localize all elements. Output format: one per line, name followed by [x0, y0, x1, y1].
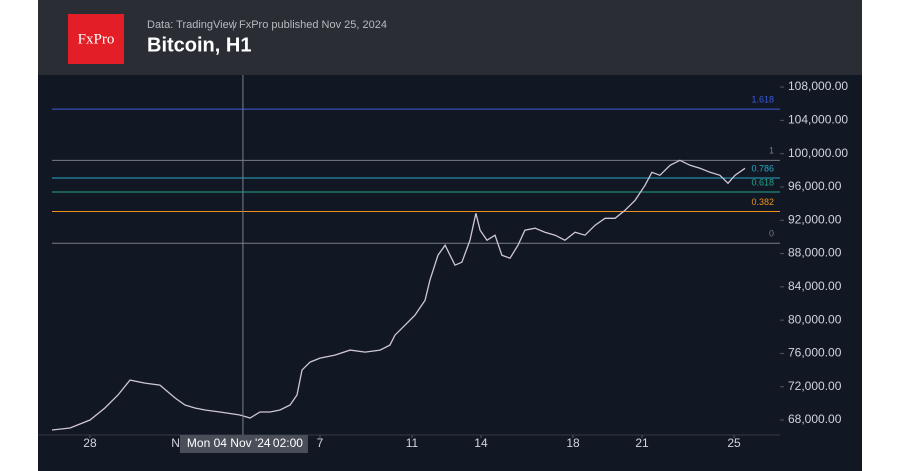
- fib-label: 0.618: [751, 177, 774, 187]
- logo-box: [68, 14, 124, 64]
- source: Data: TradingView: [147, 19, 237, 31]
- y-tick-label: 108,000.00: [788, 79, 848, 93]
- crosshair-date: Mon 04 Nov '24: [187, 436, 271, 450]
- y-tick-label: 68,000.00: [788, 412, 842, 426]
- y-tick-label: 96,000.00: [788, 179, 842, 193]
- crosshair-time: 02:00: [273, 436, 303, 450]
- fib-label: 1: [769, 146, 774, 156]
- crosshair-label-box: [179, 435, 308, 453]
- fib-label: 1.618: [751, 94, 774, 104]
- y-tick-label: 104,000.00: [788, 113, 848, 127]
- x-tick-label: 7: [317, 436, 324, 450]
- publisher: FxPro published Nov 25, 2024: [239, 19, 387, 31]
- panel: [38, 0, 862, 471]
- header: [38, 0, 862, 75]
- fib-label: 0: [769, 229, 774, 239]
- y-tick-label: 92,000.00: [788, 212, 842, 226]
- x-tick-label: 11: [406, 436, 419, 450]
- x-tick-label: 18: [566, 436, 580, 450]
- x-tick-label: 28: [83, 436, 97, 450]
- y-tick-label: 72,000.00: [788, 379, 842, 393]
- x-tick-label: 25: [727, 436, 741, 450]
- logo: FxPro: [78, 31, 115, 47]
- x-tick-label: 21: [635, 436, 649, 450]
- y-tick-label: 76,000.00: [788, 346, 842, 360]
- y-tick-label: 84,000.00: [788, 279, 842, 293]
- fib-label: 0.786: [751, 163, 774, 173]
- y-tick-label: 80,000.00: [788, 312, 842, 326]
- y-tick-label: 100,000.00: [788, 146, 848, 160]
- title: Bitcoin, H1: [147, 34, 251, 56]
- price-line: [51, 159, 746, 431]
- x-tick-label: 14: [474, 436, 488, 450]
- separator: |: [232, 19, 235, 31]
- fib-label: 0.382: [751, 197, 774, 207]
- y-tick-label: 88,000.00: [788, 246, 842, 260]
